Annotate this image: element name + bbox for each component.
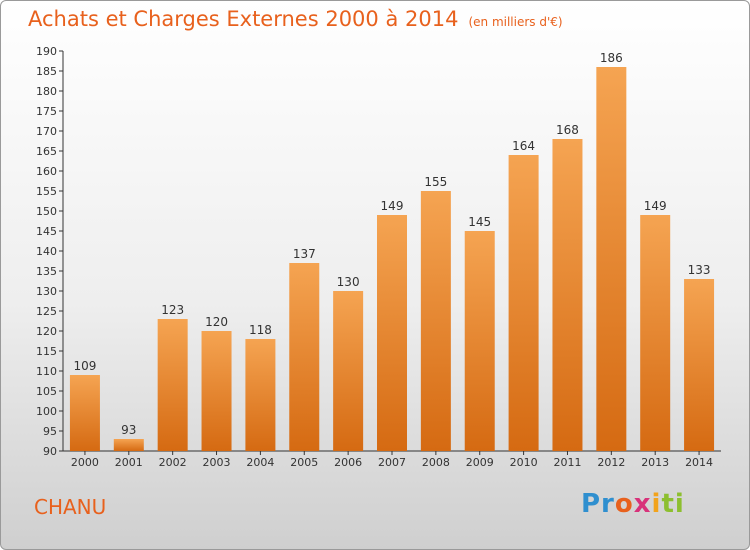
bar-2001 xyxy=(113,439,144,451)
value-labels: 109 93 123 120 118 137 130 149 155 145 164 168 186 14… xyxy=(73,51,710,437)
y-tick-label: 140 xyxy=(36,245,57,258)
value-label-2005: 137 xyxy=(293,247,316,261)
bar-2014 xyxy=(684,279,715,451)
y-tick-label: 100 xyxy=(36,405,57,418)
chart-title-text: Achats et Charges Externes 2000 à 2014 xyxy=(28,7,459,31)
y-tick-label: 105 xyxy=(36,385,57,398)
y-tick-label: 175 xyxy=(36,105,57,118)
x-tick-label-2003: 2003 xyxy=(203,456,231,469)
bar-2007 xyxy=(377,215,407,451)
x-tick-label-2009: 2009 xyxy=(466,456,494,469)
bar-2003 xyxy=(201,331,232,451)
y-tick-label: 130 xyxy=(36,285,57,298)
y-tick-label: 110 xyxy=(36,365,57,378)
y-tick-label: 120 xyxy=(36,325,57,338)
y-tick-label: 125 xyxy=(36,305,57,318)
x-tick-label-2014: 2014 xyxy=(685,456,713,469)
x-tick-label-2011: 2011 xyxy=(553,456,581,469)
x-tick-label-2000: 2000 xyxy=(71,456,99,469)
x-tick-label-2002: 2002 xyxy=(159,456,187,469)
y-tick-label: 115 xyxy=(36,345,57,358)
value-label-2002: 123 xyxy=(161,303,184,317)
bar-2012 xyxy=(596,67,627,451)
y-tick-label: 135 xyxy=(36,265,57,278)
y-tick-label: 160 xyxy=(36,165,57,178)
bar-2005 xyxy=(289,263,320,451)
bar-2002 xyxy=(157,319,188,451)
x-tick-label-2007: 2007 xyxy=(378,456,406,469)
value-label-2000: 109 xyxy=(73,359,96,373)
y-tick-label: 150 xyxy=(36,205,57,218)
bar-2000 xyxy=(69,375,100,451)
value-label-2009: 145 xyxy=(468,215,491,229)
x-tick-label-2004: 2004 xyxy=(246,456,274,469)
y-tick-label: 190 xyxy=(36,45,57,58)
bar-2011 xyxy=(552,139,583,451)
bar-2010 xyxy=(508,155,539,451)
commune-name: CHANU xyxy=(34,495,107,519)
axes: 90 95 100 105 110 115 120 125 130 135 140 145 150 155… xyxy=(36,45,721,469)
bars xyxy=(69,67,715,451)
x-tick-label-2006: 2006 xyxy=(334,456,362,469)
value-label-2007: 149 xyxy=(381,199,404,213)
value-label-2008: 155 xyxy=(424,175,447,189)
y-tick-label: 170 xyxy=(36,125,57,138)
y-tick-label: 90 xyxy=(43,445,57,458)
bar-2013 xyxy=(640,215,671,451)
value-label-2010: 164 xyxy=(512,139,535,153)
proxiti-logo: Proxiti xyxy=(581,489,685,519)
x-tick-label-2008: 2008 xyxy=(422,456,450,469)
value-label-2011: 168 xyxy=(556,123,579,137)
x-tick-label-2010: 2010 xyxy=(510,456,538,469)
x-tick-label-2013: 2013 xyxy=(641,456,669,469)
value-label-2014: 133 xyxy=(688,263,711,277)
x-tick-label-2012: 2012 xyxy=(597,456,625,469)
y-tick-label: 165 xyxy=(36,145,57,158)
bar-2004 xyxy=(245,339,276,451)
value-label-2012: 186 xyxy=(600,51,623,65)
value-label-2001: 93 xyxy=(121,423,136,437)
y-tick-label: 155 xyxy=(36,185,57,198)
value-label-2013: 149 xyxy=(644,199,667,213)
y-tick-label: 145 xyxy=(36,225,57,238)
chart-subtitle: (en milliers d'€) xyxy=(468,15,563,29)
value-label-2006: 130 xyxy=(337,275,360,289)
x-tick-label-2001: 2001 xyxy=(115,456,143,469)
bar-2009 xyxy=(464,231,495,451)
chart-title: Achats et Charges Externes 2000 à 2014 (e… xyxy=(28,7,563,31)
bar-2008 xyxy=(420,191,451,451)
value-label-2003: 120 xyxy=(205,315,228,329)
y-tick-label: 185 xyxy=(36,65,57,78)
y-tick-label: 95 xyxy=(43,425,57,438)
y-tick-label: 180 xyxy=(36,85,57,98)
value-label-2004: 118 xyxy=(249,323,272,337)
x-tick-label-2005: 2005 xyxy=(290,456,318,469)
bar-2006 xyxy=(333,291,364,451)
